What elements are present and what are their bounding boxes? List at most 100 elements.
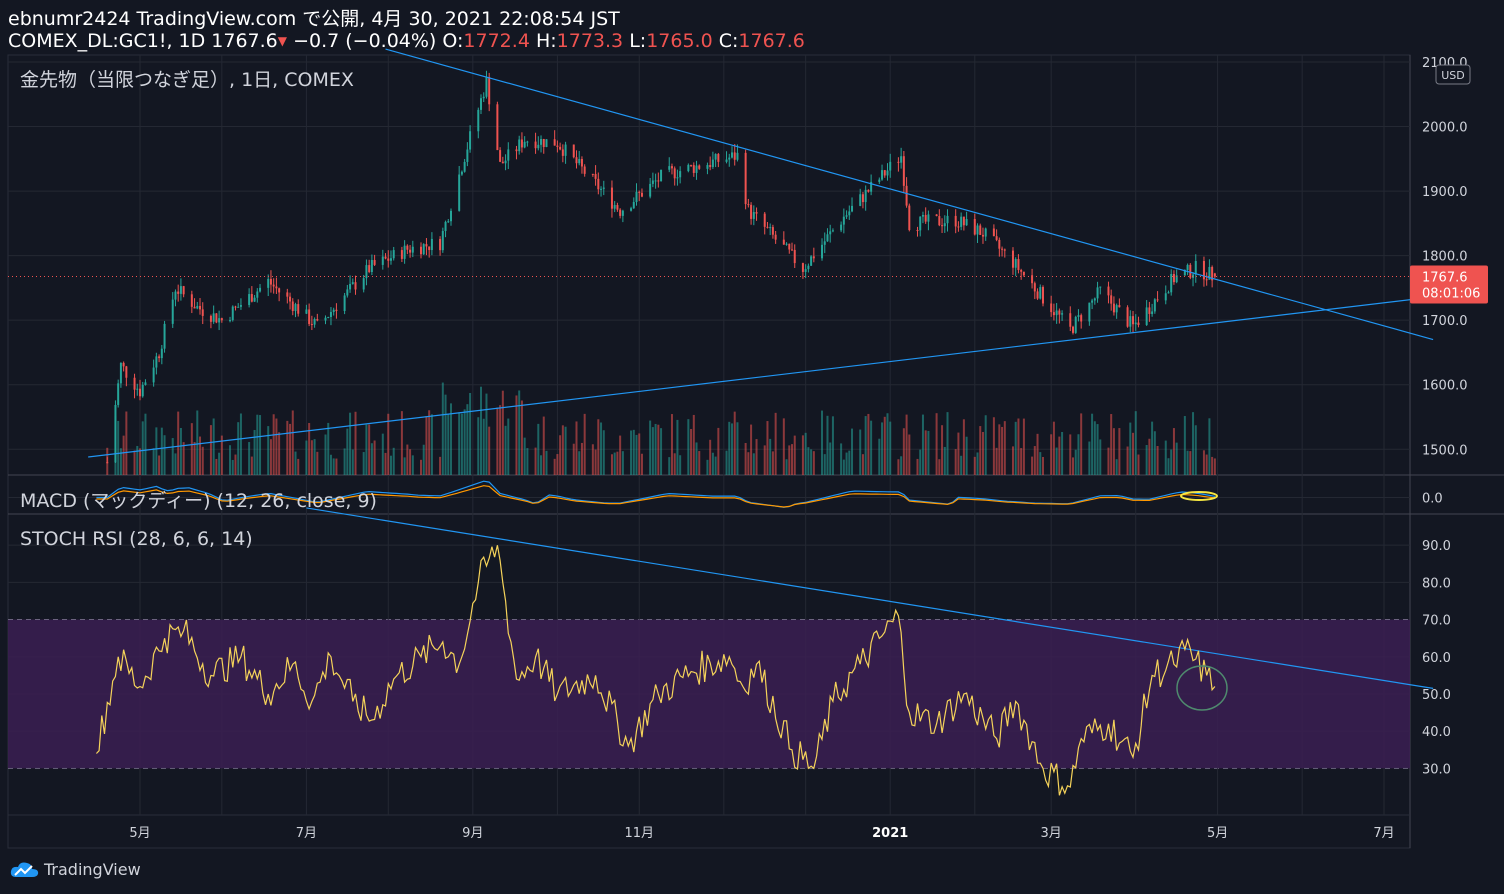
- volume-bar: [343, 448, 346, 475]
- candle-body: [613, 205, 616, 209]
- candle-body: [447, 221, 450, 223]
- volume-bar: [861, 454, 864, 475]
- volume-bar: [190, 423, 193, 475]
- candle-body: [616, 205, 619, 210]
- volume-bar: [668, 457, 671, 475]
- volume-bar: [692, 414, 695, 475]
- candle-body: [572, 144, 575, 158]
- volume-bar: [447, 413, 450, 475]
- candle-body: [1036, 291, 1039, 299]
- candle-body: [1164, 293, 1167, 301]
- candle-body: [515, 149, 518, 152]
- volume-bar: [289, 423, 292, 475]
- candle-body: [583, 166, 586, 174]
- volume-bar: [1213, 458, 1216, 475]
- candle-body: [973, 218, 976, 235]
- candle-body: [370, 260, 373, 273]
- volume-bar: [1134, 411, 1137, 475]
- volume-bar: [725, 450, 728, 475]
- volume-bar: [1115, 459, 1118, 475]
- candle-body: [711, 159, 714, 167]
- volume-bar: [1031, 456, 1034, 475]
- tradingview-logo[interactable]: TradingView: [10, 860, 141, 879]
- candle-body: [889, 161, 892, 171]
- candle-body: [458, 174, 461, 211]
- volume-bar: [488, 426, 491, 475]
- volume-bar: [657, 424, 660, 475]
- candle-body: [343, 295, 346, 311]
- volume-bar: [597, 419, 600, 475]
- volume-bar: [403, 457, 406, 475]
- volume-bar: [278, 432, 281, 475]
- volume-bar: [744, 442, 747, 475]
- volume-bar: [924, 430, 927, 475]
- candle-body: [269, 278, 272, 285]
- volume-bar: [1192, 412, 1195, 475]
- candle-body: [305, 309, 308, 314]
- volume-bar: [804, 432, 807, 475]
- volume-bar: [387, 413, 390, 475]
- candle-body: [851, 205, 854, 212]
- time-tick-label: 11月: [624, 826, 654, 841]
- volume-bar: [829, 442, 832, 475]
- candle-body: [177, 291, 180, 294]
- candle-body: [1099, 286, 1102, 288]
- candle-body: [1170, 274, 1173, 293]
- candle-body: [706, 165, 709, 169]
- volume-bar: [840, 443, 843, 475]
- candle-body: [248, 294, 251, 305]
- annotations: [1176, 491, 1228, 711]
- volume-bar: [428, 410, 431, 475]
- volume-bar: [158, 455, 161, 475]
- candle-body: [389, 258, 392, 261]
- candle-body: [193, 306, 196, 309]
- candle-body: [690, 164, 693, 166]
- volume-bar: [995, 447, 998, 475]
- candle-body: [651, 180, 654, 184]
- candle-body: [649, 183, 652, 197]
- candle-body: [763, 213, 766, 227]
- stoch-tick-label: 80.0: [1422, 576, 1451, 591]
- axes: 1500.01600.01700.01800.01900.02000.02100…: [129, 56, 1467, 841]
- volume-bar: [201, 446, 204, 475]
- open-value: 1772.4: [463, 30, 530, 52]
- volume-bar: [1145, 444, 1148, 475]
- volume-bar: [477, 417, 480, 475]
- candle-body: [1118, 305, 1121, 308]
- volume-bar: [1137, 454, 1140, 475]
- volume-bar: [706, 459, 709, 475]
- candle-body: [1091, 300, 1094, 303]
- candle-body: [430, 238, 433, 251]
- candle-body: [346, 289, 349, 296]
- volume-bar: [690, 428, 693, 475]
- candle-body: [239, 304, 242, 307]
- candle-body: [158, 356, 161, 359]
- candle-body: [259, 287, 262, 292]
- volume-bar: [810, 449, 813, 475]
- volume-bar: [728, 421, 731, 475]
- candle-body: [908, 205, 911, 230]
- volume-bar: [253, 429, 256, 475]
- candle-body: [1132, 316, 1135, 325]
- candle-body: [821, 244, 824, 259]
- stoch-pane-title: STOCH RSI (28, 6, 6, 14): [20, 528, 253, 550]
- volume-bar: [196, 410, 199, 475]
- candle-body: [1022, 271, 1025, 276]
- volume-bar: [349, 412, 352, 475]
- volume-bar: [1072, 457, 1074, 475]
- candle-body: [460, 171, 463, 175]
- candle-body: [267, 278, 270, 288]
- candle-body: [297, 304, 300, 314]
- volume-bar: [638, 433, 641, 475]
- candle-body: [196, 305, 199, 309]
- volume-bar: [979, 426, 982, 475]
- volume-bar: [621, 451, 624, 475]
- volume-bar: [218, 452, 221, 475]
- macd-lines: [96, 480, 1215, 508]
- candle-body: [1205, 279, 1208, 281]
- candle-body: [316, 318, 319, 321]
- volume-bar: [976, 452, 979, 475]
- volume-bar: [1036, 433, 1039, 475]
- volume-bar: [1001, 426, 1004, 475]
